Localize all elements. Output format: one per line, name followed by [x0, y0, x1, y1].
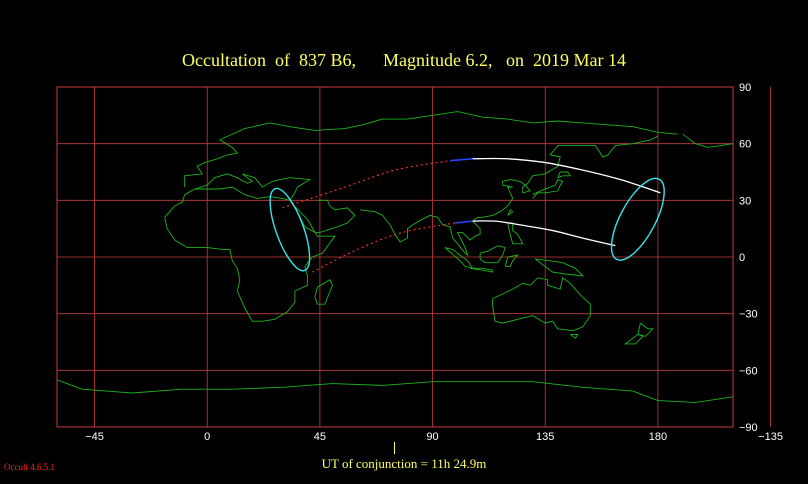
latitude-ticks: 90 60 30 0 −30 −60 −90 — [739, 82, 758, 434]
longitude-tick-label: 0 — [204, 431, 210, 443]
coastline — [57, 379, 733, 403]
coastline — [444, 247, 474, 270]
coastline — [570, 333, 579, 339]
north-limit-daylight — [450, 157, 473, 162]
latitude-tick-label: 30 — [739, 195, 751, 207]
coastline — [314, 279, 333, 305]
longitude-tick-label: 180 — [649, 431, 667, 443]
star-set-curve — [269, 187, 311, 272]
map-title: Occultation of 837 B6, Magnitude 6.2, on… — [182, 50, 626, 70]
star-rise-curve — [610, 177, 665, 261]
latitude-tick-label: 90 — [739, 82, 751, 94]
coastline — [291, 199, 356, 233]
coastline — [504, 254, 519, 267]
longitude-tick-label: −135 — [758, 431, 783, 443]
software-version: Occult 4.6.5.1 — [4, 462, 55, 472]
longitude-tick-label: 135 — [536, 431, 554, 443]
conjunction-marker — [394, 442, 395, 454]
longitude-tick-label: 45 — [314, 431, 326, 443]
coastline — [507, 209, 514, 216]
latitude-tick-label: −30 — [739, 309, 758, 321]
coastline — [534, 258, 585, 277]
latitude-tick-label: −60 — [739, 365, 758, 377]
coastline — [532, 179, 564, 199]
coastline — [492, 277, 591, 332]
conjunction-time: UT of conjunction = 11h 24.9m — [321, 456, 487, 471]
occultation-tracks — [269, 157, 665, 273]
south-limit-daylight — [455, 220, 473, 224]
coastline — [637, 322, 654, 337]
north-limit-path — [472, 157, 661, 194]
latitude-tick-label: 60 — [739, 139, 751, 151]
coastline — [194, 173, 312, 201]
graticule — [57, 86, 771, 428]
north-limit-below-horizon — [282, 160, 451, 209]
coastlines — [57, 111, 733, 403]
coastline — [164, 186, 336, 322]
south-limit-below-horizon — [312, 222, 456, 273]
coastline — [470, 267, 494, 273]
coastline — [557, 171, 572, 179]
latitude-tick-label: 0 — [739, 252, 745, 264]
coastline — [184, 111, 678, 188]
coastline — [359, 135, 659, 257]
south-limit-path — [472, 220, 616, 247]
coastline — [623, 333, 644, 345]
longitude-tick-label: 90 — [426, 431, 438, 443]
longitude-tick-label: −45 — [85, 431, 104, 443]
latitude-tick-label: −90 — [739, 422, 758, 434]
coastline — [479, 245, 506, 264]
plot-frame — [56, 86, 734, 428]
coastline — [507, 222, 524, 245]
